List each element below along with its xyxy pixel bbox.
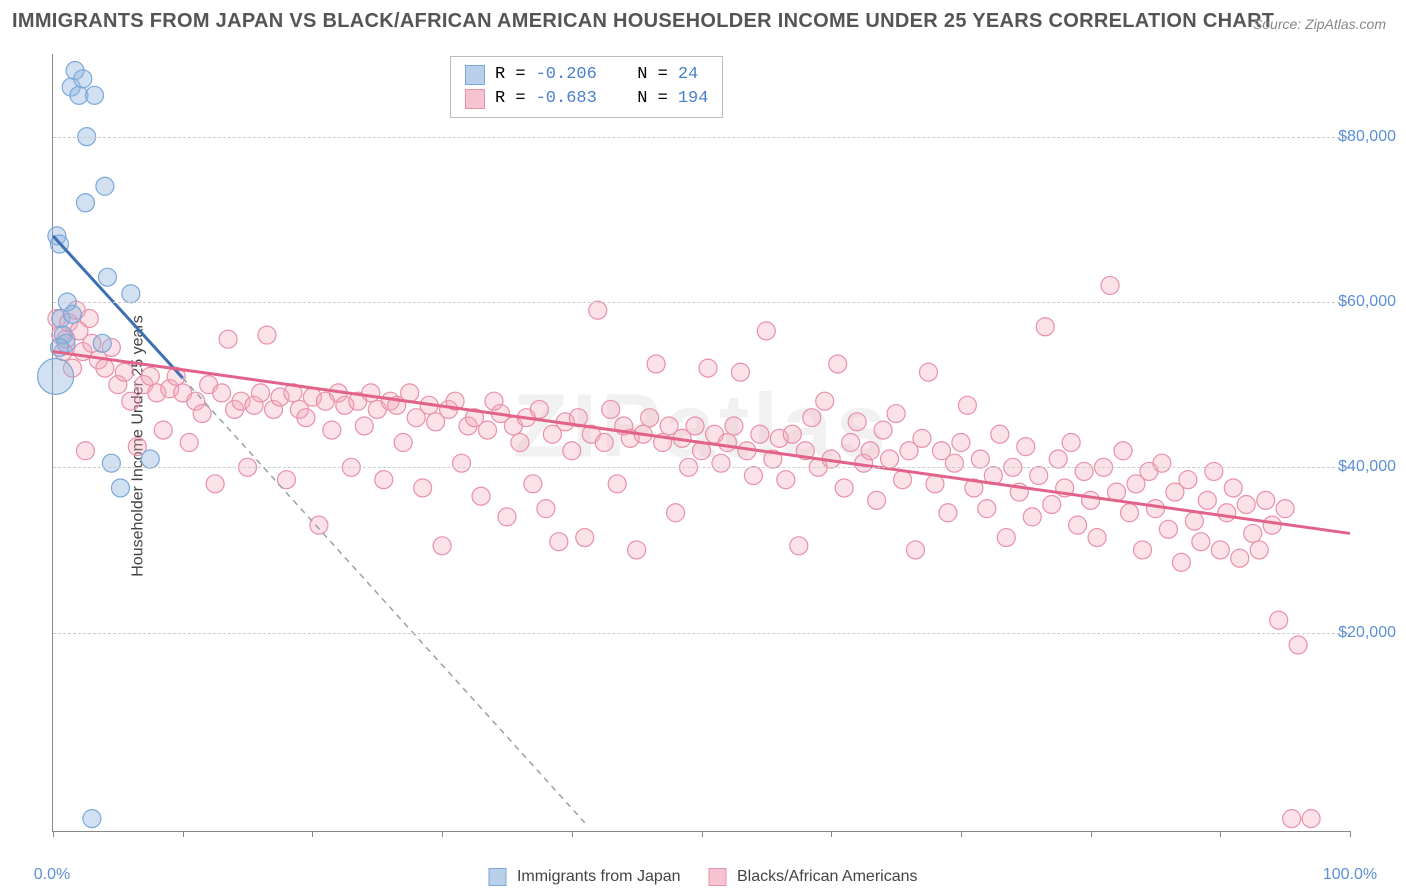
plot-area: ZIPatlas — [52, 54, 1350, 832]
stats-swatch-pink — [465, 89, 485, 109]
bottom-legend: Immigrants from Japan Blacks/African Ame… — [488, 868, 917, 886]
legend-item-pink: Blacks/African Americans — [709, 868, 918, 886]
correlation-chart: IMMIGRANTS FROM JAPAN VS BLACK/AFRICAN A… — [0, 0, 1406, 892]
chart-title: IMMIGRANTS FROM JAPAN VS BLACK/AFRICAN A… — [12, 10, 1274, 33]
x-tick-end: 100.0% — [1323, 866, 1377, 884]
x-tick-start: 0.0% — [34, 866, 70, 884]
stats-row-pink: R = -0.683 N = 194 — [465, 87, 708, 111]
r-label: R = — [495, 63, 526, 87]
legend-swatch-blue — [488, 868, 506, 886]
correlation-stats-box: R = -0.206 N = 24 R = -0.683 N = 194 — [450, 56, 723, 118]
y-tick-label: $40,000 — [1338, 458, 1396, 476]
chart-source: Source: ZipAtlas.com — [1253, 16, 1386, 32]
r-value-blue: -0.206 — [536, 63, 597, 87]
legend-item-blue: Immigrants from Japan — [488, 868, 680, 886]
stats-swatch-blue — [465, 65, 485, 85]
n-value-pink: 194 — [678, 87, 709, 111]
legend-label-pink: Blacks/African Americans — [737, 868, 918, 885]
legend-label-blue: Immigrants from Japan — [517, 868, 681, 885]
n-value-blue: 24 — [678, 63, 698, 87]
n-label: N = — [637, 63, 668, 87]
stats-row-blue: R = -0.206 N = 24 — [465, 63, 708, 87]
r-value-pink: -0.683 — [536, 87, 597, 111]
legend-swatch-pink — [709, 868, 727, 886]
y-tick-label: $60,000 — [1338, 293, 1396, 311]
n-label: N = — [637, 87, 668, 111]
r-label: R = — [495, 87, 526, 111]
plot-svg — [53, 54, 1350, 831]
y-tick-label: $20,000 — [1338, 624, 1396, 642]
y-tick-label: $80,000 — [1338, 128, 1396, 146]
